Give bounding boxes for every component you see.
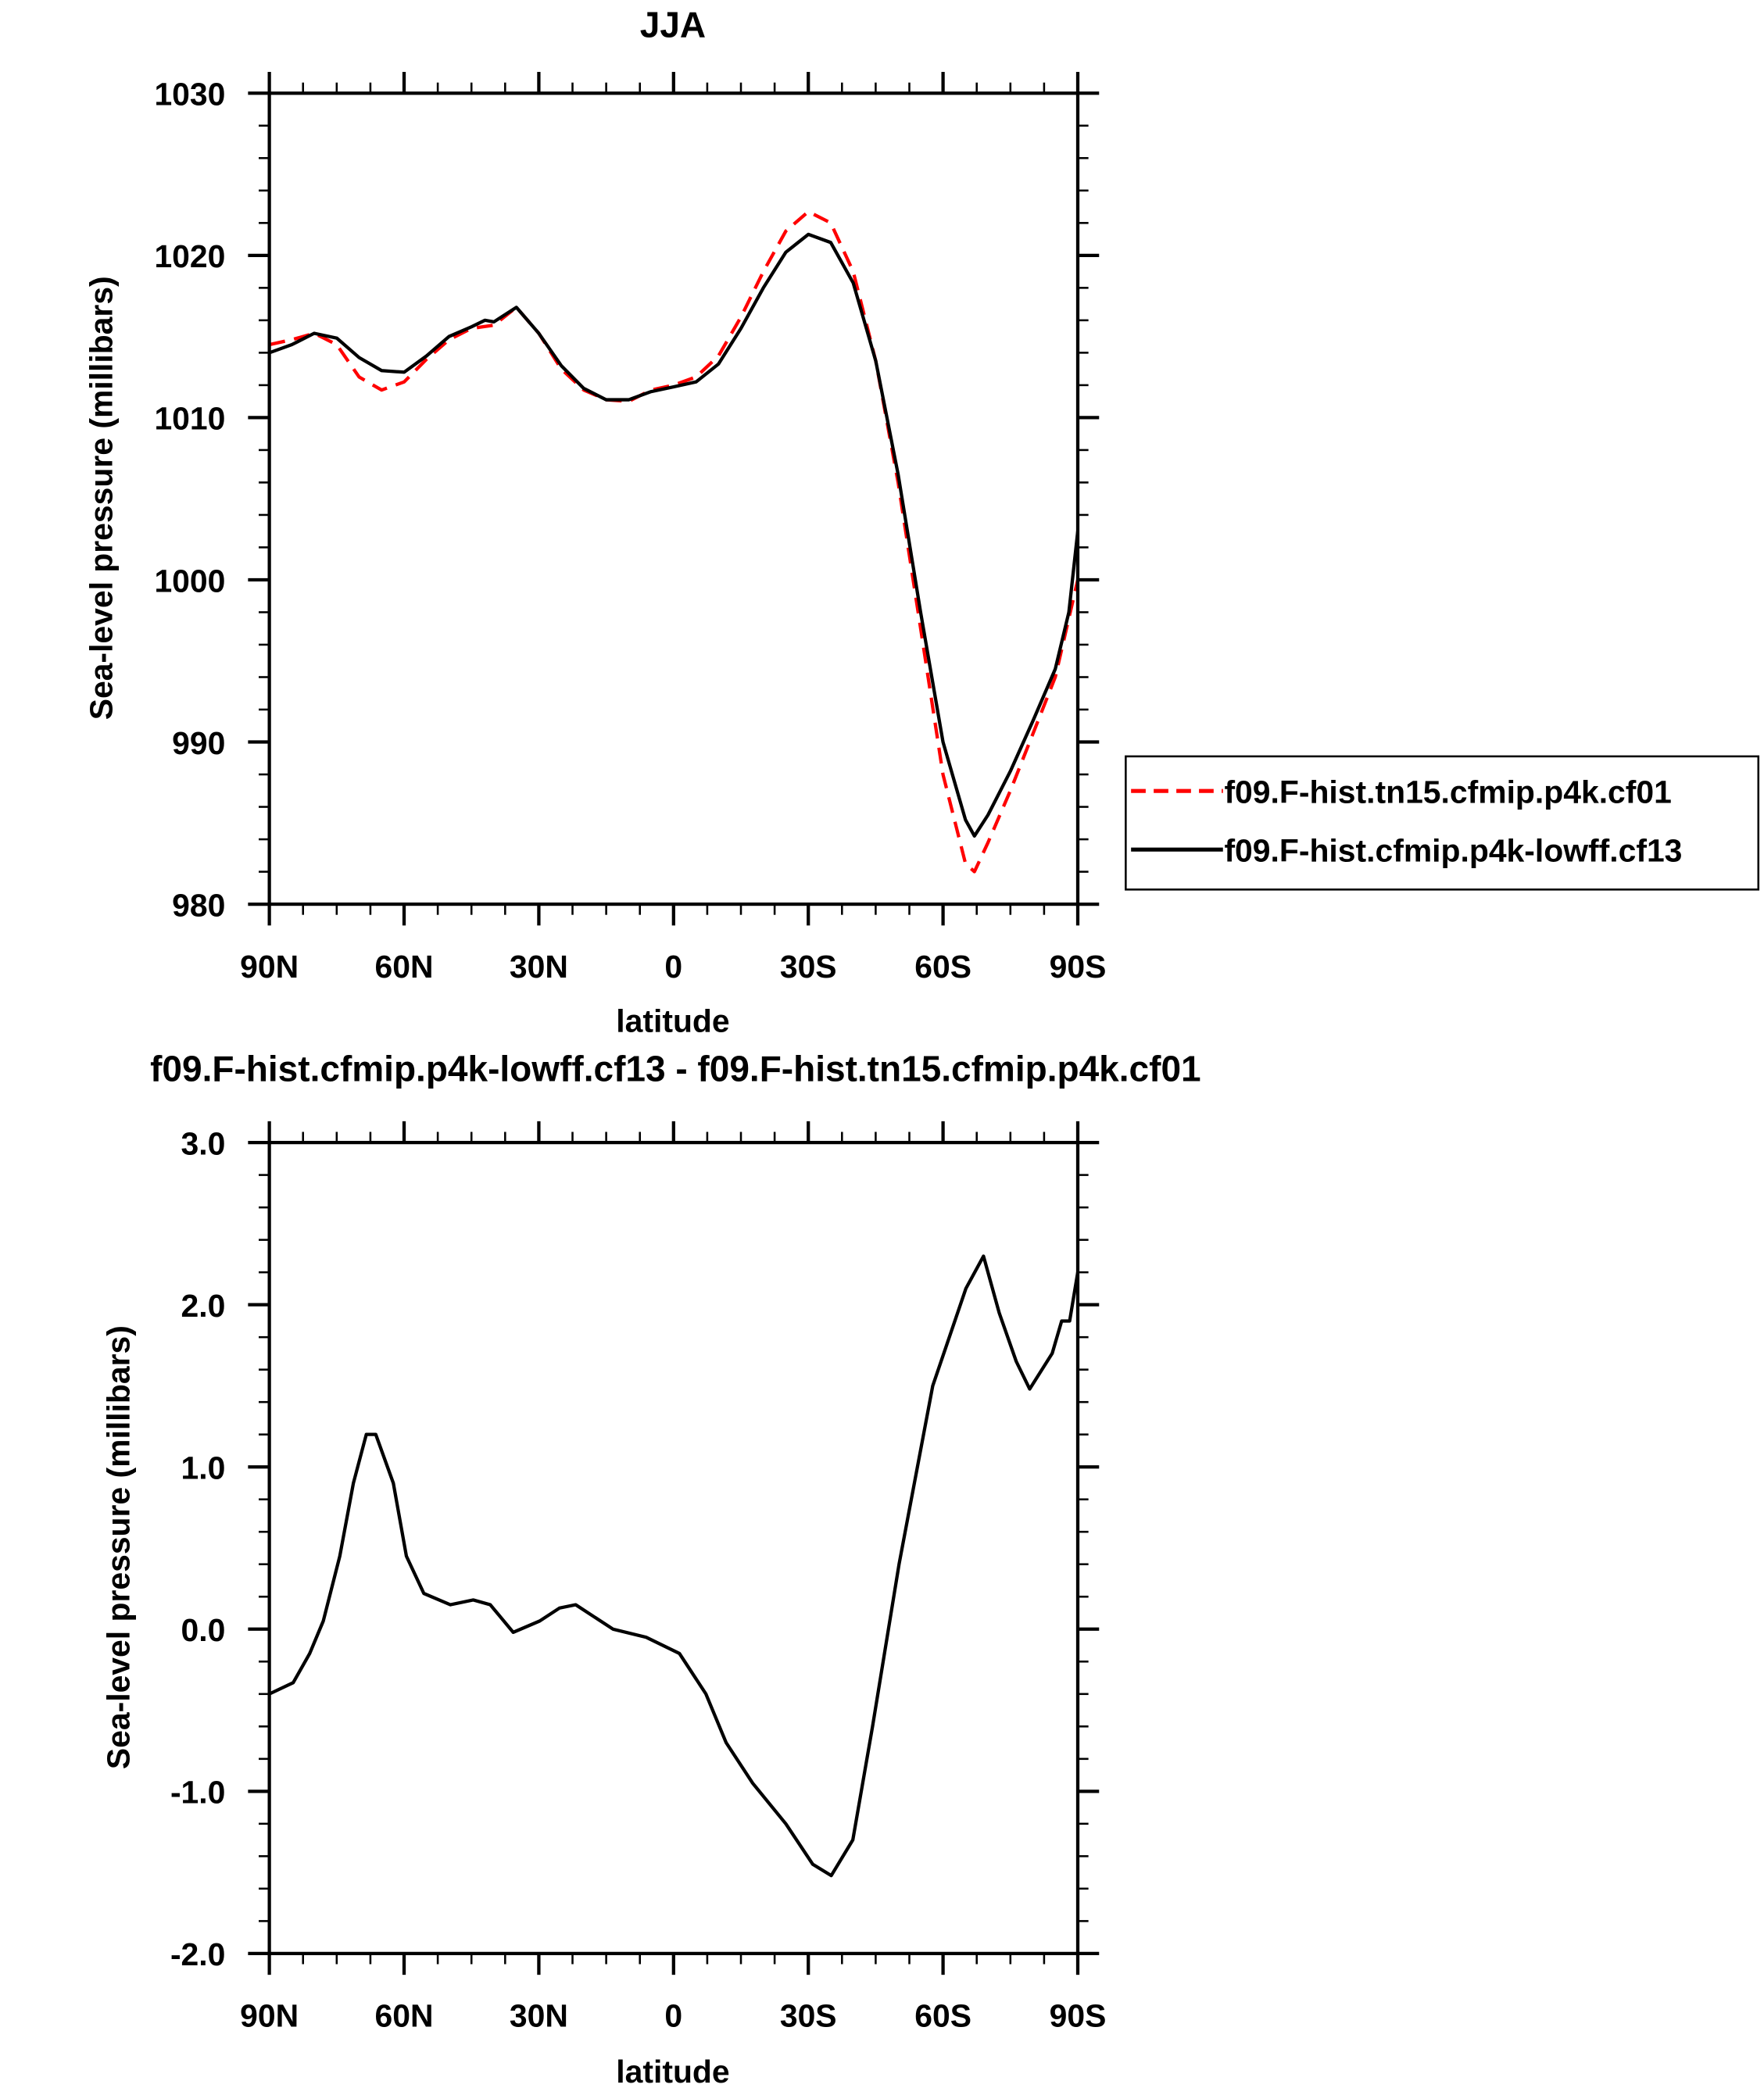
x-tick-label: 0 bbox=[664, 1998, 682, 2034]
x-tick-label: 60N bbox=[375, 1998, 434, 2034]
legend-label-cf13: f09.F-hist.cfmip.p4k-lowff.cf13 bbox=[1224, 833, 1682, 869]
plot-frame bbox=[267, 91, 1080, 906]
x-tick-label: 90N bbox=[240, 1998, 299, 2034]
x-tick-label: 30N bbox=[510, 949, 568, 985]
plot-frame bbox=[267, 1140, 1080, 1956]
bottom-x-axis-label: latitude bbox=[616, 2054, 729, 2088]
x-tick-label: 90S bbox=[1050, 949, 1107, 985]
y-tick-label: 1030 bbox=[154, 77, 225, 113]
legend-label-cf01: f09.F-hist.tn15.cfmip.p4k.cf01 bbox=[1224, 774, 1671, 810]
x-tick-label: 90N bbox=[240, 949, 299, 985]
y-tick-label: 2.0 bbox=[181, 1288, 226, 1324]
x-tick-label: 0 bbox=[664, 949, 682, 985]
x-tick-label: 30S bbox=[780, 1998, 837, 2034]
y-tick-label: 990 bbox=[172, 725, 225, 761]
y-tick-label: 1000 bbox=[154, 563, 225, 599]
legend: f09.F-hist.tn15.cfmip.p4k.cf01 f09.F-his… bbox=[1125, 755, 1760, 891]
y-tick-label: 1010 bbox=[154, 401, 225, 437]
x-tick-label: 60S bbox=[914, 1998, 971, 2034]
y-tick-label: -1.0 bbox=[170, 1775, 225, 1811]
x-tick-label: 30N bbox=[510, 1998, 568, 2034]
top-y-axis-label: Sea-level pressure (millibars) bbox=[84, 276, 120, 720]
bottom-plot: 90N 60N 30N 0 30S 60S 90S -2.0 -1.0 0.0 1.0 2.0 3.0 bbox=[170, 1121, 1106, 2034]
bottom-y-axis-label: Sea-level pressure (millibars) bbox=[101, 1325, 137, 1769]
series-line-0 bbox=[269, 1254, 1078, 1878]
y-tick-label: 980 bbox=[172, 887, 225, 923]
top-chart-title: JJA bbox=[640, 5, 706, 45]
y-tick-label: 1.0 bbox=[181, 1450, 226, 1486]
x-tick-label: 60N bbox=[375, 949, 434, 985]
y-tick-label: 3.0 bbox=[181, 1125, 226, 1161]
x-tick-label: 60S bbox=[914, 949, 971, 985]
top-plot: 90N 60N 30N 0 30S 60S 90S 980 990 1000 1010 1020 103… bbox=[154, 72, 1106, 985]
y-tick-label: 1020 bbox=[154, 238, 225, 274]
y-tick-label: -2.0 bbox=[170, 1936, 225, 1972]
top-x-axis-label: latitude bbox=[616, 1003, 729, 1039]
legend-box bbox=[1125, 755, 1760, 891]
series-line-1 bbox=[269, 232, 1078, 838]
bottom-chart-title: f09.F-hist.cfmip.p4k-lowff.cf13 - f09.F-… bbox=[150, 1049, 1201, 1089]
series-line-0 bbox=[269, 209, 1078, 874]
x-tick-label: 30S bbox=[780, 949, 837, 985]
y-tick-label: 0.0 bbox=[181, 1612, 226, 1648]
x-tick-label: 90S bbox=[1050, 1998, 1107, 2034]
